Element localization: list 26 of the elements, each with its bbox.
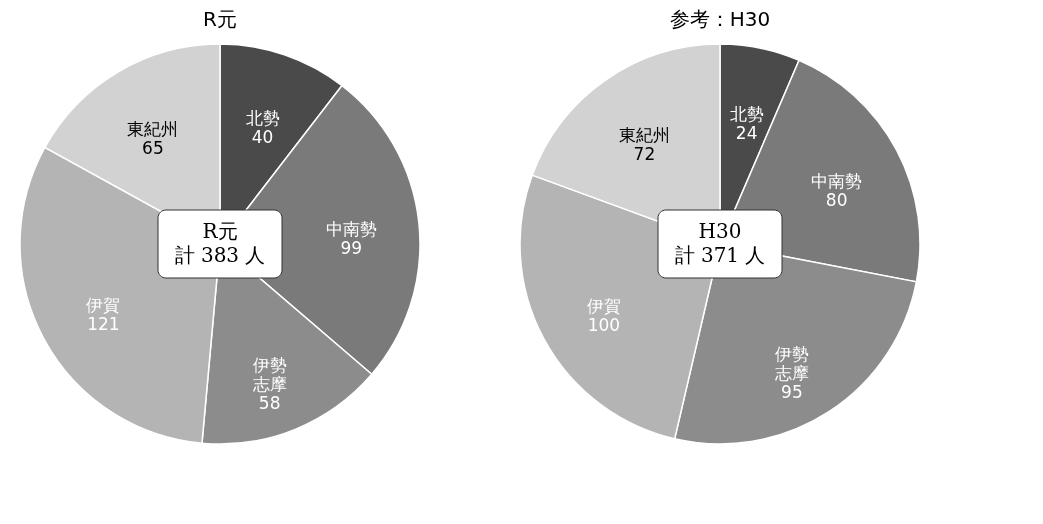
- data-label: 72: [633, 143, 656, 164]
- data-label: 121: [87, 313, 120, 334]
- slice-label: 伊勢志摩: [252, 355, 287, 395]
- text: 計 371 人: [674, 243, 766, 267]
- slice-label: 東紀州: [127, 119, 179, 140]
- slice-label: 伊勢志摩: [774, 343, 809, 383]
- slice-label: 伊賀: [86, 294, 121, 315]
- data-label: 24: [735, 122, 758, 143]
- slice-label: 中南勢: [811, 171, 863, 192]
- text: R元: [203, 7, 237, 31]
- slice-label: 東紀州: [618, 124, 670, 145]
- text: R元: [202, 219, 238, 243]
- data-label: 65: [142, 138, 164, 159]
- data-label: 80: [825, 190, 848, 211]
- text: 計 383 人: [174, 243, 266, 267]
- slice-label: 伊賀: [586, 295, 621, 316]
- data-label: 40: [251, 127, 274, 148]
- text: H30: [698, 219, 742, 243]
- data-label: 95: [781, 381, 803, 402]
- slice-label: 中南勢: [325, 219, 377, 240]
- data-label: 58: [258, 393, 281, 414]
- data-label: 100: [587, 314, 621, 335]
- slice-label: 北勢: [729, 103, 764, 124]
- data-label: 99: [340, 238, 363, 259]
- slice-label: 北勢: [245, 108, 280, 129]
- chart-title: 参考：H30: [669, 7, 771, 31]
